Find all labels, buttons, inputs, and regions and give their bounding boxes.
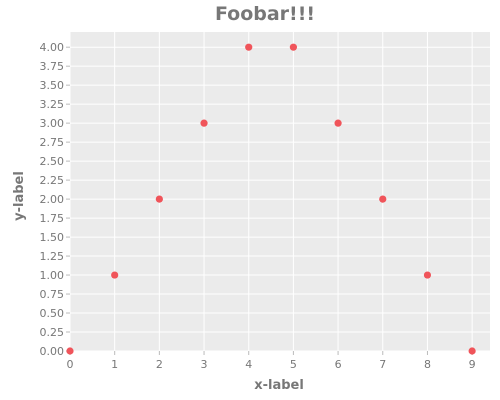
data-point [334,119,342,127]
data-point [423,271,432,279]
y-tick-label: 0.75 [40,288,65,301]
x-tick-label: 4 [245,358,252,371]
y-tick-label: 2.75 [40,136,65,149]
x-tick-label: 0 [67,358,74,371]
y-tick-label: 0.25 [40,326,65,339]
data-point [468,347,476,355]
data-point [379,195,387,203]
data-point [155,195,163,203]
y-tick-label: 1.50 [40,231,65,244]
grid-lines [69,32,490,352]
data-point [111,271,119,279]
y-axis-tick-labels: 0.00 0.25 0.50 0.75 1.00 1.25 1.50 1.75 2.00 2.25… [40,41,65,358]
y-tick-label: 1.25 [40,250,65,263]
x-tick-label: 3 [201,358,208,371]
y-axis-label: y-label [12,171,27,221]
y-tick-label: 1.75 [40,212,65,225]
x-tick-label: 9 [469,358,476,371]
x-tick-label: 1 [111,358,118,371]
data-point [200,119,208,127]
y-tick-label: 3.25 [40,98,65,111]
x-axis-tick-labels: 0 1 2 3 4 5 6 7 8 9 [67,358,476,371]
y-tick-label: 4.00 [40,41,65,54]
x-tick-label: 6 [335,358,342,371]
y-tick-label: 2.25 [40,174,65,187]
data-point [66,347,74,355]
x-tick-label: 8 [424,358,431,371]
y-tick-label: 3.75 [40,60,65,73]
y-tick-label: 2.00 [40,193,65,206]
y-tick-label: 0.50 [40,307,65,320]
y-tick-label: 1.00 [40,269,65,282]
data-point [245,43,253,51]
x-axis-label: x-label [254,378,304,393]
x-tick-label: 2 [156,358,163,371]
y-tick-label: 3.00 [40,117,65,130]
data-point [289,43,298,51]
y-tick-label: 2.50 [40,155,65,168]
chart-title: Foobar!!! [215,3,315,25]
y-tick-label: 0.00 [40,345,65,358]
x-tick-label: 7 [379,358,386,371]
y-tick-label: 3.50 [40,79,65,92]
data-points [66,43,476,355]
x-tick-label: 5 [290,358,297,371]
